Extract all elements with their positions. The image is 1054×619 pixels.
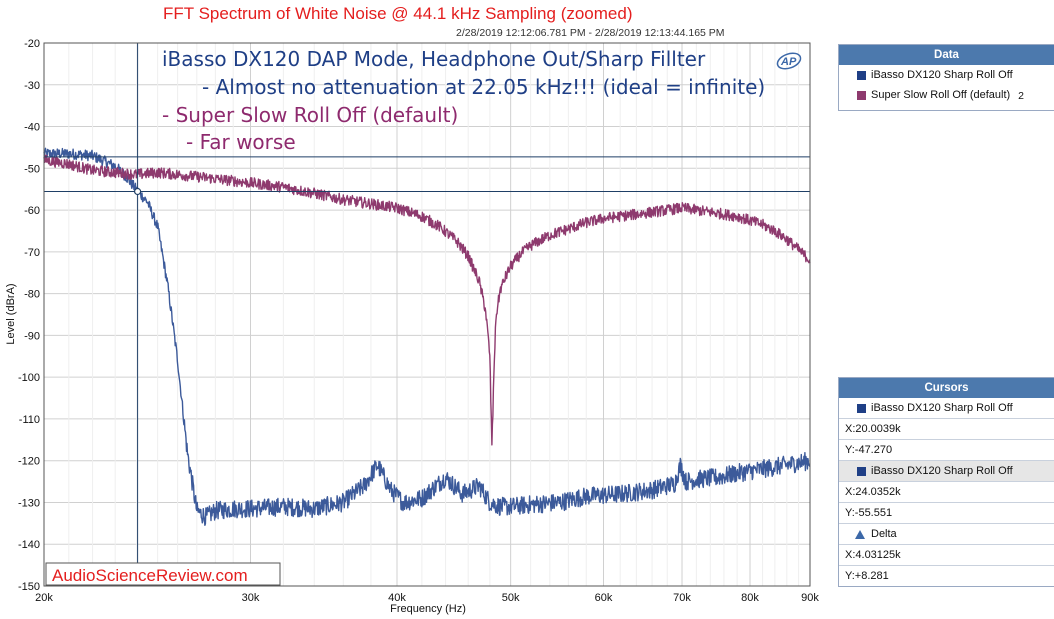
cursor2-x: X:24.0352k — [839, 481, 1054, 502]
x-axis-label: Frequency (Hz) — [390, 603, 466, 615]
x-tick-label: 40k — [388, 592, 406, 604]
data-item-number: 2 — [1018, 90, 1024, 102]
data-item-sharp[interactable]: iBasso DX120 Sharp Roll Off — [839, 65, 1054, 85]
delta-x: X:4.03125k — [839, 544, 1054, 565]
series-lines — [43, 147, 811, 526]
y-tick-label: -30 — [24, 80, 40, 92]
delta-label: Delta — [871, 528, 897, 540]
y-tick-label: -90 — [24, 330, 40, 342]
legend-swatch — [857, 70, 866, 80]
x-tick-label: 30k — [242, 592, 260, 604]
y-tick-labels: -20 -30 -40 -50 -60 -70 -80 -90 -100 -110 -120 -130… — [18, 38, 40, 593]
ap-logo-icon: AP — [776, 52, 802, 70]
cursor-marker-2 — [133, 187, 142, 196]
delta-icon — [855, 529, 865, 539]
y-axis-label: Level (dBrA) — [5, 283, 17, 344]
watermark-box — [45, 562, 281, 586]
cursors-panel-title: Cursors — [839, 378, 1054, 398]
y-tick-label: -120 — [18, 456, 40, 468]
legend-swatch — [857, 403, 866, 413]
cursor-lines — [44, 43, 810, 586]
annotation-line-1: iBasso DX120 DAP Mode, Headphone Out/Sha… — [162, 47, 706, 71]
legend-swatch — [857, 466, 866, 476]
y-tick-label: -60 — [24, 205, 40, 217]
delta-y: Y:+8.281 — [839, 565, 1054, 586]
data-item-label: iBasso DX120 Sharp Roll Off — [871, 69, 1013, 81]
y-tick-label: -50 — [24, 163, 40, 175]
x-tick-label: 50k — [502, 592, 520, 604]
x-tick-label: 90k — [801, 592, 819, 604]
annotation-line-3: - Super Slow Roll Off (default) — [162, 103, 458, 127]
ap-logo-text: AP — [780, 56, 797, 68]
y-tick-label: -110 — [19, 414, 40, 426]
annotation-line-4: - Far worse — [186, 130, 296, 154]
y-tick-label: -150 — [18, 581, 40, 593]
series-line-1 — [43, 154, 811, 446]
delta-item[interactable]: Delta — [839, 523, 1054, 544]
cursor2-y: Y:-55.551 — [839, 502, 1054, 523]
y-tick-label: -20 — [24, 38, 40, 50]
x-tick-label: 60k — [595, 592, 613, 604]
timestamp: 2/28/2019 12:12:06.781 PM - 2/28/2019 12… — [456, 27, 725, 39]
y-tick-label: -130 — [18, 497, 40, 509]
y-tick-label: -100 — [18, 372, 40, 384]
cursor1-x: X:20.0039k — [839, 418, 1054, 439]
cursor2-item[interactable]: iBasso DX120 Sharp Roll Off — [839, 460, 1054, 481]
data-panel-title: Data — [839, 45, 1054, 65]
data-item-label: Super Slow Roll Off (default) — [871, 89, 1011, 101]
y-tick-label: -70 — [24, 247, 40, 259]
y-tick-label: -140 — [18, 539, 40, 551]
y-tick-label: -80 — [24, 289, 40, 301]
x-tick-label: 20k — [35, 592, 53, 604]
legend-swatch — [857, 90, 866, 100]
series-line-0 — [43, 147, 811, 526]
x-tick-label: 70k — [673, 592, 691, 604]
data-item-slow[interactable]: Super Slow Roll Off (default) 2 — [839, 85, 1054, 105]
x-tick-labels: 20k 30k 40k 50k 60k 70k 80k 90k — [35, 592, 819, 604]
chart-title: FFT Spectrum of White Noise @ 44.1 kHz S… — [163, 4, 633, 23]
cursor1-label: iBasso DX120 Sharp Roll Off — [871, 402, 1013, 414]
x-tick-label: 80k — [741, 592, 759, 604]
data-panel: Data iBasso DX120 Sharp Roll Off Super S… — [838, 44, 1054, 111]
watermark: AudioScienceReview.com — [52, 566, 248, 585]
cursor1-y: Y:-47.270 — [839, 439, 1054, 460]
plot-frame — [43, 42, 811, 587]
cursor1-item[interactable]: iBasso DX120 Sharp Roll Off — [839, 398, 1054, 418]
cursor2-label: iBasso DX120 Sharp Roll Off — [871, 465, 1013, 477]
y-tick-label: -40 — [24, 122, 40, 134]
annotation-line-2: - Almost no attenuation at 22.05 kHz!!! … — [202, 75, 765, 99]
cursors-panel: Cursors iBasso DX120 Sharp Roll Off X:20… — [838, 377, 1054, 587]
